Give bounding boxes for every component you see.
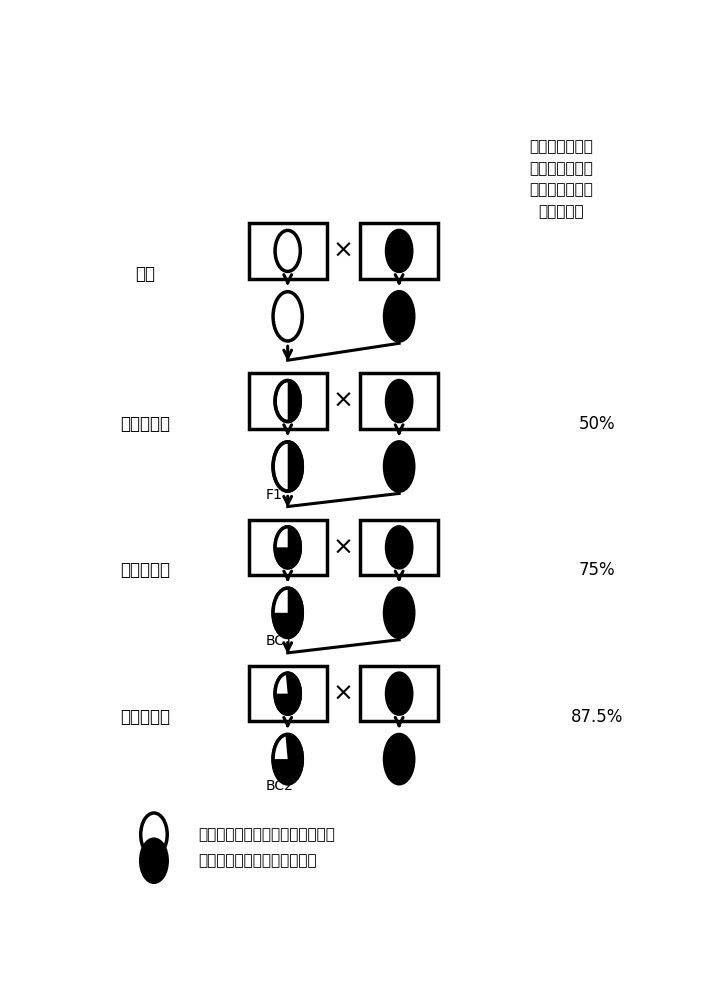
Ellipse shape bbox=[275, 527, 301, 568]
Text: 目前大面积使用的优良恢复系: 目前大面积使用的优良恢复系 bbox=[198, 853, 317, 868]
Text: 的进展情况: 的进展情况 bbox=[538, 204, 584, 219]
Ellipse shape bbox=[387, 381, 412, 422]
Ellipse shape bbox=[385, 588, 413, 637]
Text: BC1: BC1 bbox=[265, 634, 293, 648]
Text: 杂交和各回交子: 杂交和各回交子 bbox=[528, 161, 592, 176]
Polygon shape bbox=[273, 735, 288, 759]
Ellipse shape bbox=[141, 839, 168, 882]
Text: 代基因所占比率: 代基因所占比率 bbox=[528, 182, 592, 197]
Text: ×: × bbox=[333, 535, 354, 559]
Ellipse shape bbox=[387, 230, 412, 271]
Ellipse shape bbox=[275, 381, 301, 422]
Ellipse shape bbox=[273, 292, 302, 341]
Text: 第一次回交: 第一次回交 bbox=[121, 415, 170, 433]
Ellipse shape bbox=[141, 813, 168, 856]
Ellipse shape bbox=[273, 588, 302, 637]
Ellipse shape bbox=[385, 442, 413, 491]
Ellipse shape bbox=[275, 673, 301, 714]
Ellipse shape bbox=[385, 734, 413, 784]
Bar bbox=[249, 520, 326, 575]
Text: ×: × bbox=[333, 239, 354, 263]
Text: 第二次回交: 第二次回交 bbox=[121, 561, 170, 579]
Polygon shape bbox=[273, 588, 288, 613]
Ellipse shape bbox=[387, 527, 412, 568]
Text: BC2: BC2 bbox=[265, 779, 293, 793]
Ellipse shape bbox=[385, 292, 413, 341]
Bar bbox=[360, 520, 438, 575]
Ellipse shape bbox=[387, 673, 412, 714]
Polygon shape bbox=[275, 673, 288, 694]
Text: ×: × bbox=[333, 389, 354, 413]
Ellipse shape bbox=[275, 230, 301, 271]
Text: 75%: 75% bbox=[579, 561, 615, 579]
Text: ×: × bbox=[333, 682, 354, 706]
Bar bbox=[360, 666, 438, 721]
Polygon shape bbox=[275, 527, 288, 547]
Text: F1: F1 bbox=[265, 488, 283, 502]
Text: 50%: 50% bbox=[579, 415, 615, 433]
Ellipse shape bbox=[273, 442, 302, 491]
Bar bbox=[249, 223, 326, 279]
Bar bbox=[249, 373, 326, 429]
Text: 杂交: 杂交 bbox=[136, 265, 155, 283]
Bar bbox=[249, 666, 326, 721]
Bar bbox=[360, 373, 438, 429]
Bar bbox=[360, 223, 438, 279]
Polygon shape bbox=[288, 381, 301, 422]
Ellipse shape bbox=[273, 734, 302, 784]
Polygon shape bbox=[288, 442, 302, 491]
Text: 第三次回交: 第三次回交 bbox=[121, 708, 170, 726]
Text: 抗除草剂基因在: 抗除草剂基因在 bbox=[528, 139, 592, 154]
Text: 87.5%: 87.5% bbox=[571, 708, 623, 726]
Text: 含有抗除草剂基因的水稻育种材料: 含有抗除草剂基因的水稻育种材料 bbox=[198, 827, 335, 842]
